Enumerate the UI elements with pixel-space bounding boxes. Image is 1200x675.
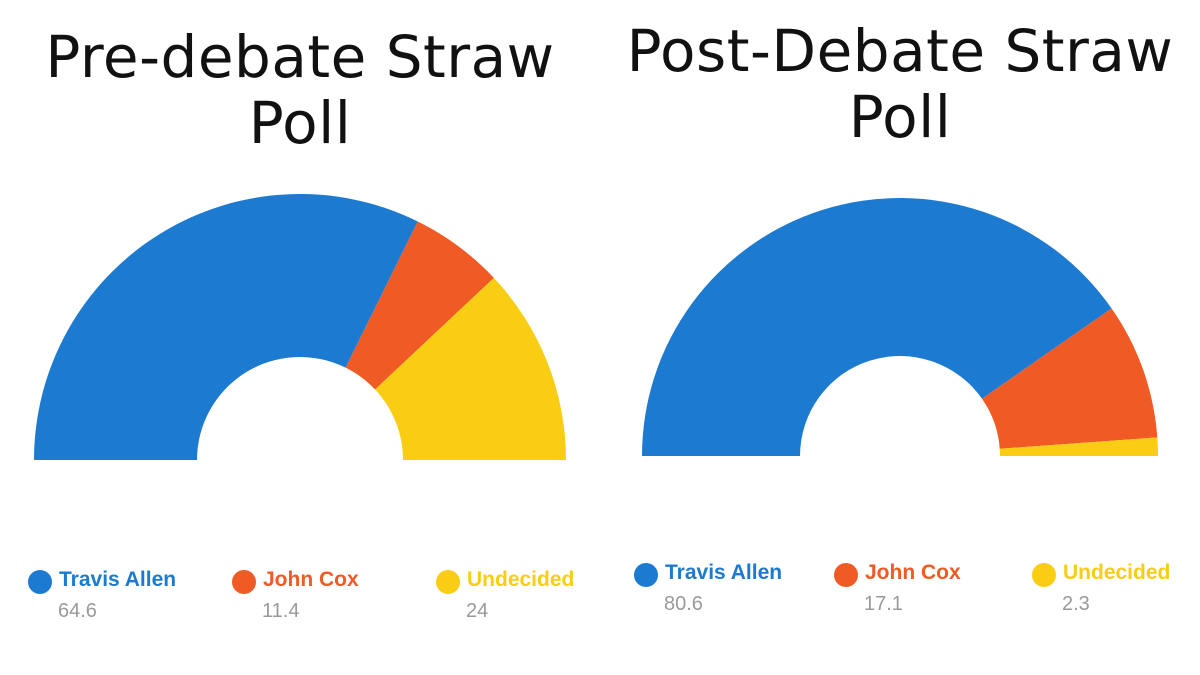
chart-title-pre-debate: Pre-debate Straw Poll [45,23,555,157]
slice-pre-undecided [375,277,566,460]
legend-value: 17.1 [864,593,903,615]
legend-value: 11.4 [262,600,300,622]
legend-value: 80.6 [664,593,703,615]
legend-label: Travis Allen [59,568,177,591]
legend-dot [232,570,256,594]
slice-post-travis-allen [642,198,1112,456]
legend-label: Undecided [467,568,575,591]
legend-value: 24 [466,600,489,622]
legend-dot [834,563,858,587]
legend-dot [1032,563,1056,587]
chart-title-post-debate: Post-Debate Straw Poll [626,17,1174,151]
slice-pre-travis-allen [34,194,418,460]
slice-pre-john-cox [345,221,494,390]
legend-label: John Cox [263,568,359,591]
legend-label: John Cox [865,561,961,584]
slice-post-john-cox [981,308,1158,449]
legend-value: 2.3 [1062,593,1090,615]
legend-value: 64.6 [58,600,97,622]
legend-dot [28,570,52,594]
slice-post-undecided [999,437,1158,456]
legend-dot [634,563,658,587]
legend-dot [436,570,460,594]
legend-label: Travis Allen [665,561,783,584]
legend-label: Undecided [1063,561,1171,584]
